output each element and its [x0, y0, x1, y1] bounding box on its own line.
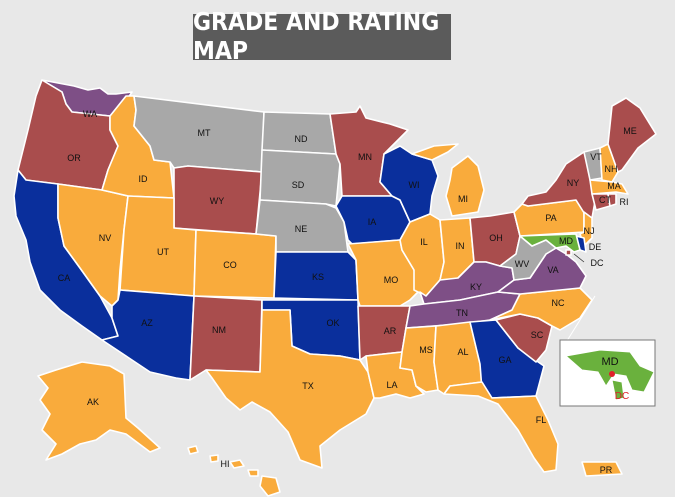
label-ny: NY [567, 178, 580, 188]
label-de: DE [589, 242, 602, 252]
label-tn: TN [456, 308, 468, 318]
label-mt: MT [198, 128, 211, 138]
label-sc: SC [531, 330, 544, 340]
state-nh[interactable] [599, 143, 619, 183]
title-banner: GRADE AND RATING MAP [193, 8, 451, 66]
label-nj: NJ [584, 226, 595, 236]
label-nh: NH [605, 164, 618, 174]
label-ca: CA [58, 273, 71, 283]
label-la: LA [386, 380, 397, 390]
label-oh: OH [489, 233, 503, 243]
state-nd[interactable] [261, 111, 337, 155]
label-wi: WI [409, 180, 420, 190]
label-nv: NV [99, 233, 112, 243]
state-md[interactable] [519, 233, 581, 253]
label-co: CO [223, 260, 237, 270]
md-dc-inset: MD DC [559, 339, 656, 407]
label-ct: CT [599, 195, 611, 205]
label-ks: KS [312, 272, 324, 282]
label-nc: NC [552, 298, 565, 308]
state-nc[interactable] [489, 287, 593, 331]
map-title: GRADE AND RATING MAP [193, 8, 440, 66]
state-wi[interactable] [379, 145, 439, 223]
label-wv: WV [515, 259, 530, 269]
label-ut: UT [157, 247, 169, 257]
state-dc[interactable] [565, 249, 572, 256]
state-hi[interactable] [187, 445, 281, 497]
state-fl[interactable] [443, 381, 559, 473]
label-tx: TX [302, 381, 314, 391]
state-shapes [13, 79, 657, 497]
label-nd: ND [295, 134, 308, 144]
state-pr[interactable] [581, 461, 623, 477]
dc-leader-line [573, 253, 585, 263]
label-in: IN [456, 241, 465, 251]
label-ar: AR [384, 326, 397, 336]
label-ak: AK [87, 397, 99, 407]
state-ri[interactable] [607, 193, 617, 207]
state-sd[interactable] [259, 149, 341, 207]
inset-dc-dot [609, 371, 615, 377]
state-me[interactable] [607, 97, 657, 173]
label-ms: MS [419, 345, 433, 355]
label-hi: HI [221, 459, 230, 469]
state-ak[interactable] [37, 361, 161, 461]
label-md: MD [559, 236, 573, 246]
label-ne: NE [295, 224, 308, 234]
inset-leader-line [564, 295, 596, 345]
label-mn: MN [358, 152, 372, 162]
label-dc: DC [591, 258, 604, 268]
label-ri: RI [620, 197, 629, 207]
label-ma: MA [607, 181, 621, 191]
inset-md-label: MD [601, 356, 618, 368]
state-mi[interactable] [411, 143, 485, 217]
label-ia: IA [368, 217, 377, 227]
label-pa: PA [545, 213, 556, 223]
inset-dc-label: DC [615, 391, 629, 402]
label-mi: MI [458, 194, 468, 204]
inset-md-shape-east [611, 379, 625, 401]
state-tx[interactable] [205, 309, 375, 469]
state-labels: WA OR CA NV ID MT WY UT AZ CO NM ND SD N… [58, 109, 637, 475]
label-wa: WA [83, 109, 97, 119]
label-nm: NM [212, 325, 226, 335]
label-ky: KY [470, 282, 482, 292]
label-mo: MO [384, 275, 399, 285]
label-pr: PR [600, 465, 613, 475]
label-sd: SD [292, 180, 305, 190]
inset-md-shape [564, 349, 655, 393]
label-id: ID [139, 174, 149, 184]
label-ok: OK [326, 318, 339, 328]
label-il: IL [420, 237, 428, 247]
label-me: ME [623, 126, 637, 136]
label-al: AL [457, 347, 468, 357]
label-va: VA [547, 265, 558, 275]
label-wy: WY [210, 196, 225, 206]
state-nm[interactable] [189, 295, 263, 381]
label-vt: VT [590, 152, 602, 162]
label-ga: GA [498, 355, 511, 365]
label-az: AZ [141, 318, 153, 328]
label-or: OR [67, 153, 81, 163]
label-fl: FL [536, 415, 547, 425]
